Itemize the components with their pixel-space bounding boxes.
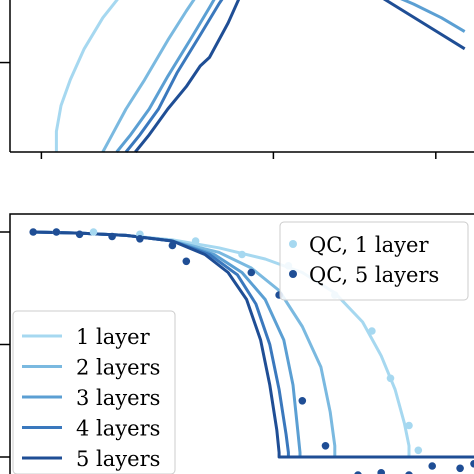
top-series-line-7	[382, 0, 466, 51]
qc-point-1-2	[89, 228, 98, 236]
top-series-group	[54, 0, 466, 153]
top-ticks-group	[0, 61, 437, 159]
bottom-axes-frame	[9, 213, 474, 474]
qc-point-1-11	[414, 446, 423, 455]
qc-point-2-10	[298, 397, 307, 405]
qc-point-1-4	[191, 237, 200, 245]
qc-point-2-7	[182, 257, 191, 266]
qc-point-2-14	[405, 471, 413, 474]
qc-point-1-10	[405, 421, 413, 430]
legend-line-label-5: 5 layers	[76, 447, 160, 471]
top-series-line-4	[124, 0, 224, 153]
bottom-series-group	[33, 230, 474, 459]
qc-point-2-8	[247, 268, 256, 277]
qc-point-1-5	[238, 250, 246, 259]
legend-line-label-1: 1 layer	[76, 325, 151, 349]
qc-point-2-2	[52, 228, 61, 236]
qc-point-2-1	[29, 228, 37, 236]
legend-points: QC, 1 layer QC, 5 layers	[279, 221, 469, 301]
qc-point-2-4	[108, 232, 116, 241]
qc-point-2-5	[136, 235, 144, 243]
panel-bottom: QC, 1 layer QC, 5 layers 1 layer 2 layers…	[0, 213, 474, 474]
bottom-series-line-5	[33, 230, 474, 459]
qc-point-2-3	[75, 230, 84, 239]
qc-point-2-6	[168, 241, 177, 250]
bottom-ticks-group	[0, 231, 10, 458]
legend-qc1-label: QC, 1 layer	[309, 233, 429, 257]
top-series-line-6	[400, 0, 466, 33]
qc-point-2-13	[377, 469, 385, 474]
legend-line-label-4: 4 layers	[76, 417, 160, 441]
panel-top	[0, 0, 474, 159]
qc-point-2-12	[354, 471, 362, 474]
top-series-line-1	[54, 0, 119, 152]
legend-lines-entries: 1 layer 2 layers 3 layers 4 layers 5 layers	[22, 325, 160, 471]
legend-lines: 1 layer 2 layers 3 layers 4 layers 5 layers	[12, 310, 176, 474]
qc-point-2-15	[428, 462, 437, 470]
legend-line-label-3: 3 layers	[76, 386, 160, 410]
top-series-line-5	[134, 0, 241, 153]
legend-qc5-label: QC, 5 layers	[309, 263, 439, 287]
qc-point-1-8	[368, 327, 376, 335]
top-series-line-3	[115, 0, 216, 153]
legend-points-frame	[279, 221, 469, 301]
legend-line-label-2: 2 layers	[76, 356, 160, 380]
qc-point-2-11	[321, 442, 330, 450]
legend-lines-frame	[12, 310, 176, 474]
top-series-line-2	[101, 0, 196, 153]
legend-qc1-marker	[289, 240, 297, 248]
qc-point-2-17	[470, 460, 474, 468]
qc-point-2-16	[456, 464, 464, 473]
qc-point-1-9	[386, 374, 395, 383]
legend-qc5-marker	[289, 270, 297, 278]
